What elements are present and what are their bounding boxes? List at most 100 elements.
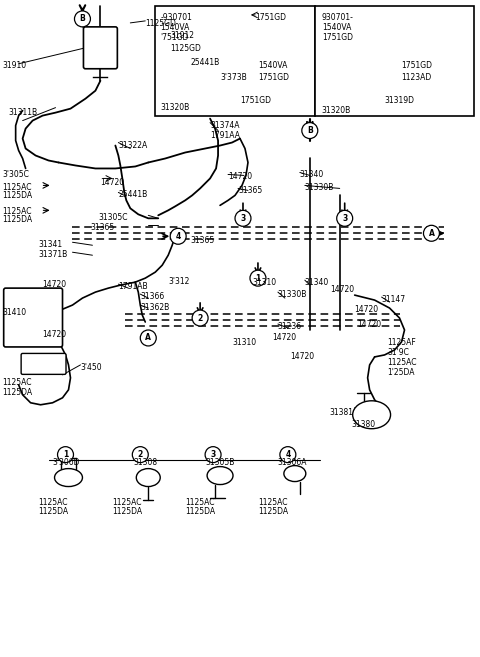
Circle shape bbox=[58, 447, 73, 463]
Text: 14720: 14720 bbox=[358, 320, 382, 329]
Text: 31910: 31910 bbox=[3, 61, 27, 70]
Text: 31306A: 31306A bbox=[278, 458, 307, 466]
Text: 31320B: 31320B bbox=[160, 102, 190, 112]
Text: A: A bbox=[145, 334, 151, 342]
Ellipse shape bbox=[136, 468, 160, 487]
Circle shape bbox=[302, 123, 318, 139]
Text: 1791AA: 1791AA bbox=[210, 131, 240, 139]
Text: 4: 4 bbox=[176, 232, 181, 240]
Text: 31912: 31912 bbox=[170, 31, 194, 40]
Text: 31310: 31310 bbox=[252, 278, 276, 287]
Text: 14720: 14720 bbox=[330, 285, 354, 294]
Text: 1540VA: 1540VA bbox=[160, 23, 190, 32]
Text: 31381: 31381 bbox=[330, 408, 354, 417]
Text: 1751GD: 1751GD bbox=[255, 13, 286, 22]
Text: 31236: 31236 bbox=[278, 322, 302, 331]
Text: 31320B: 31320B bbox=[322, 106, 351, 115]
Text: 1125DA: 1125DA bbox=[112, 507, 143, 516]
Circle shape bbox=[423, 225, 439, 241]
Text: 3'305C: 3'305C bbox=[3, 170, 30, 179]
Text: 31305C: 31305C bbox=[98, 214, 128, 222]
Text: 31147: 31147 bbox=[382, 295, 406, 304]
Text: 31365: 31365 bbox=[238, 187, 262, 195]
FancyBboxPatch shape bbox=[4, 288, 62, 347]
Text: A: A bbox=[429, 229, 434, 238]
Text: 14720: 14720 bbox=[290, 352, 314, 361]
Text: 1125GD: 1125GD bbox=[145, 19, 176, 28]
Text: 1125AC: 1125AC bbox=[3, 378, 32, 387]
Text: 31311B: 31311B bbox=[9, 108, 38, 117]
Text: 3'450: 3'450 bbox=[81, 363, 102, 372]
Text: 31322A: 31322A bbox=[119, 141, 148, 150]
Circle shape bbox=[235, 210, 251, 226]
Ellipse shape bbox=[55, 468, 83, 487]
Ellipse shape bbox=[207, 466, 233, 485]
Text: '751GD: '751GD bbox=[160, 33, 189, 42]
Circle shape bbox=[140, 330, 156, 346]
Text: 31365: 31365 bbox=[190, 237, 215, 245]
Text: 1125AC: 1125AC bbox=[387, 358, 417, 367]
FancyBboxPatch shape bbox=[21, 353, 66, 374]
Text: 1125AC: 1125AC bbox=[185, 497, 215, 507]
Text: 31366: 31366 bbox=[140, 292, 165, 301]
Text: 1125AC: 1125AC bbox=[112, 497, 142, 507]
Text: 1125DA: 1125DA bbox=[258, 507, 288, 516]
Text: 1123AD: 1123AD bbox=[402, 73, 432, 81]
Text: 1125DA: 1125DA bbox=[185, 507, 216, 516]
Text: 14720: 14720 bbox=[355, 305, 379, 314]
Text: 14720: 14720 bbox=[100, 179, 124, 187]
Ellipse shape bbox=[353, 401, 391, 429]
Text: 1125DA: 1125DA bbox=[3, 191, 33, 200]
Text: 3'373B: 3'373B bbox=[220, 73, 247, 81]
Text: 31341: 31341 bbox=[38, 240, 63, 249]
Text: 25441B: 25441B bbox=[190, 58, 219, 67]
Text: 2: 2 bbox=[197, 313, 203, 323]
Text: 3'312: 3'312 bbox=[168, 277, 190, 286]
Bar bbox=[155, 6, 315, 116]
Text: 31340: 31340 bbox=[300, 170, 324, 179]
Text: 3: 3 bbox=[210, 450, 216, 459]
Text: 4: 4 bbox=[285, 450, 290, 459]
Text: 31362B: 31362B bbox=[140, 303, 169, 312]
Text: 14720: 14720 bbox=[43, 280, 67, 289]
Text: 31310: 31310 bbox=[232, 338, 256, 347]
Text: 930701-: 930701- bbox=[322, 13, 354, 22]
Text: 31380: 31380 bbox=[352, 420, 376, 429]
Text: 3: 3 bbox=[342, 214, 348, 223]
Text: 31365: 31365 bbox=[90, 223, 115, 233]
Ellipse shape bbox=[284, 466, 306, 482]
Text: 1125DA: 1125DA bbox=[3, 388, 33, 397]
Text: 1751GD: 1751GD bbox=[322, 33, 353, 42]
Text: 31319D: 31319D bbox=[384, 96, 415, 104]
Text: B: B bbox=[80, 14, 85, 24]
Text: 14720: 14720 bbox=[272, 333, 296, 342]
Text: 1125AF: 1125AF bbox=[387, 338, 416, 347]
Text: 31374A: 31374A bbox=[210, 121, 240, 129]
Bar bbox=[315, 6, 474, 116]
Circle shape bbox=[336, 210, 353, 226]
Text: 1751GD: 1751GD bbox=[402, 61, 432, 70]
Text: 1751GD: 1751GD bbox=[240, 96, 271, 104]
Text: 1751GD: 1751GD bbox=[258, 73, 289, 81]
Text: 31330B: 31330B bbox=[305, 183, 334, 193]
Text: 1125GD: 1125GD bbox=[170, 44, 201, 53]
Text: 1: 1 bbox=[63, 450, 68, 459]
Text: 1125AC: 1125AC bbox=[3, 183, 32, 193]
Text: 1125AC: 1125AC bbox=[258, 497, 288, 507]
Text: 2: 2 bbox=[138, 450, 143, 459]
Circle shape bbox=[132, 447, 148, 463]
Text: 3: 3 bbox=[240, 214, 246, 223]
Text: 1791AB: 1791AB bbox=[119, 282, 148, 291]
Circle shape bbox=[250, 270, 266, 286]
Text: 1125AC: 1125AC bbox=[3, 208, 32, 216]
Text: 31305B: 31305B bbox=[205, 458, 234, 466]
Text: 1'25DA: 1'25DA bbox=[387, 368, 415, 377]
Text: 31340: 31340 bbox=[305, 278, 329, 287]
Circle shape bbox=[280, 447, 296, 463]
Text: 31308: 31308 bbox=[133, 458, 157, 466]
Text: 14720: 14720 bbox=[228, 172, 252, 181]
Text: 1: 1 bbox=[255, 274, 261, 283]
Text: -930701: -930701 bbox=[160, 13, 192, 22]
Circle shape bbox=[74, 11, 90, 27]
Text: 31410: 31410 bbox=[3, 308, 27, 317]
